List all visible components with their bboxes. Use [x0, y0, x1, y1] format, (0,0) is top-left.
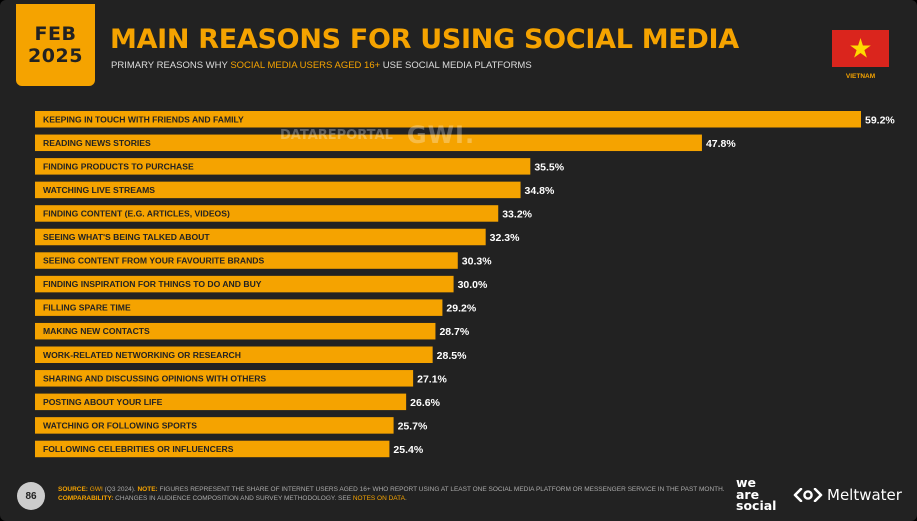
bar-category-label: SEEING CONTENT FROM YOUR FAVOURITE BRAND…	[43, 256, 264, 266]
bar-category-label: SEEING WHAT'S BEING TALKED ABOUT	[43, 232, 210, 242]
bar	[35, 205, 499, 222]
bar-category-label: FINDING CONTENT (E.G. ARTICLES, VIDEOS)	[43, 208, 230, 218]
badge-month: FEB	[34, 23, 77, 45]
we-are-social-logo: we are social	[736, 475, 777, 513]
datareportal-watermark: DATAREPORTAL	[280, 127, 393, 143]
bar-value-label: 34.8%	[525, 185, 555, 197]
page-title: MAIN REASONS FOR USING SOCIAL MEDIA	[110, 24, 739, 55]
vietnam-flag-icon	[832, 30, 889, 67]
bar	[35, 134, 702, 152]
page-subtitle: PRIMARY REASONS WHY SOCIAL MEDIA USERS A…	[111, 60, 532, 71]
bar-category-label: WATCHING LIVE STREAMS	[43, 185, 155, 195]
bar-value-label: 29.2%	[446, 303, 476, 315]
bar	[35, 322, 436, 340]
bar-category-label: WATCHING OR FOLLOWING SPORTS	[43, 420, 197, 430]
bar-value-label: 32.3%	[490, 232, 520, 244]
bar	[35, 158, 531, 175]
meltwater-logo: Meltwater	[793, 486, 902, 504]
bar-value-label: 35.5%	[534, 161, 564, 173]
bar-value-label: 26.6%	[410, 397, 440, 409]
notes-on-data-link[interactable]: NOTES ON DATA	[352, 495, 405, 502]
bar-category-label: MAKING NEW CONTACTS	[43, 326, 150, 336]
bar-category-label: FILLING SPARE TIME	[43, 303, 131, 313]
bar-value-label: 27.1%	[417, 373, 447, 385]
date-badge: FEB 2025	[16, 4, 95, 86]
page-number: 86	[17, 482, 45, 510]
bar	[35, 370, 414, 387]
subtitle-highlight: SOCIAL MEDIA USERS AGED 16+	[230, 60, 381, 71]
bar-category-label: FOLLOWING CELEBRITIES OR INFLUENCERS	[43, 444, 234, 454]
bar	[35, 417, 394, 434]
subtitle-pre: PRIMARY REASONS WHY	[111, 60, 231, 71]
bar-category-label: READING NEWS STORIES	[43, 138, 151, 148]
bar-category-label: WORK-RELATED NETWORKING OR RESEARCH	[43, 350, 241, 360]
bar-value-label: 30.3%	[462, 256, 492, 268]
bar-value-label: 28.5%	[437, 350, 467, 362]
bar-value-label: 33.2%	[502, 208, 532, 220]
gwi-watermark: GWI.	[406, 121, 476, 149]
bar-category-label: POSTING ABOUT YOUR LIFE	[43, 397, 163, 407]
bar-category-label: FINDING PRODUCTS TO PURCHASE	[43, 161, 194, 171]
bar-value-label: 25.7%	[398, 420, 428, 432]
bar	[35, 275, 454, 293]
bar	[35, 393, 407, 411]
bar-value-label: 30.0%	[458, 279, 488, 291]
bar-value-label: 28.7%	[439, 326, 469, 338]
meltwater-icon	[793, 488, 823, 502]
bar-value-label: 59.2%	[865, 114, 895, 126]
footer-comparability: COMPARABILITY: CHANGES IN AUDIENCE COMPO…	[58, 495, 407, 502]
bar	[35, 181, 521, 199]
bar	[35, 228, 486, 246]
bar	[35, 252, 458, 269]
bar	[35, 299, 443, 316]
bar-category-label: SHARING AND DISCUSSING OPINIONS WITH OTH…	[43, 373, 266, 383]
subtitle-post: USE SOCIAL MEDIA PLATFORMS	[380, 60, 532, 71]
bar-category-label: FINDING INSPIRATION FOR THINGS TO DO AND…	[43, 279, 262, 289]
badge-year: 2025	[28, 45, 83, 67]
country-label: VIETNAM	[845, 73, 876, 80]
bar-category-label: KEEPING IN TOUCH WITH FRIENDS AND FAMILY	[43, 114, 244, 124]
bar-value-label: 47.8%	[706, 138, 736, 150]
bar	[35, 111, 861, 128]
footer-source: SOURCE: GWI (Q3 2024). NOTE: FIGURES REP…	[58, 486, 725, 493]
bar	[35, 440, 390, 458]
watermark: DATAREPORTAL GWI.	[280, 121, 475, 149]
bar-value-label: 25.4%	[393, 444, 423, 456]
bar	[35, 346, 433, 363]
